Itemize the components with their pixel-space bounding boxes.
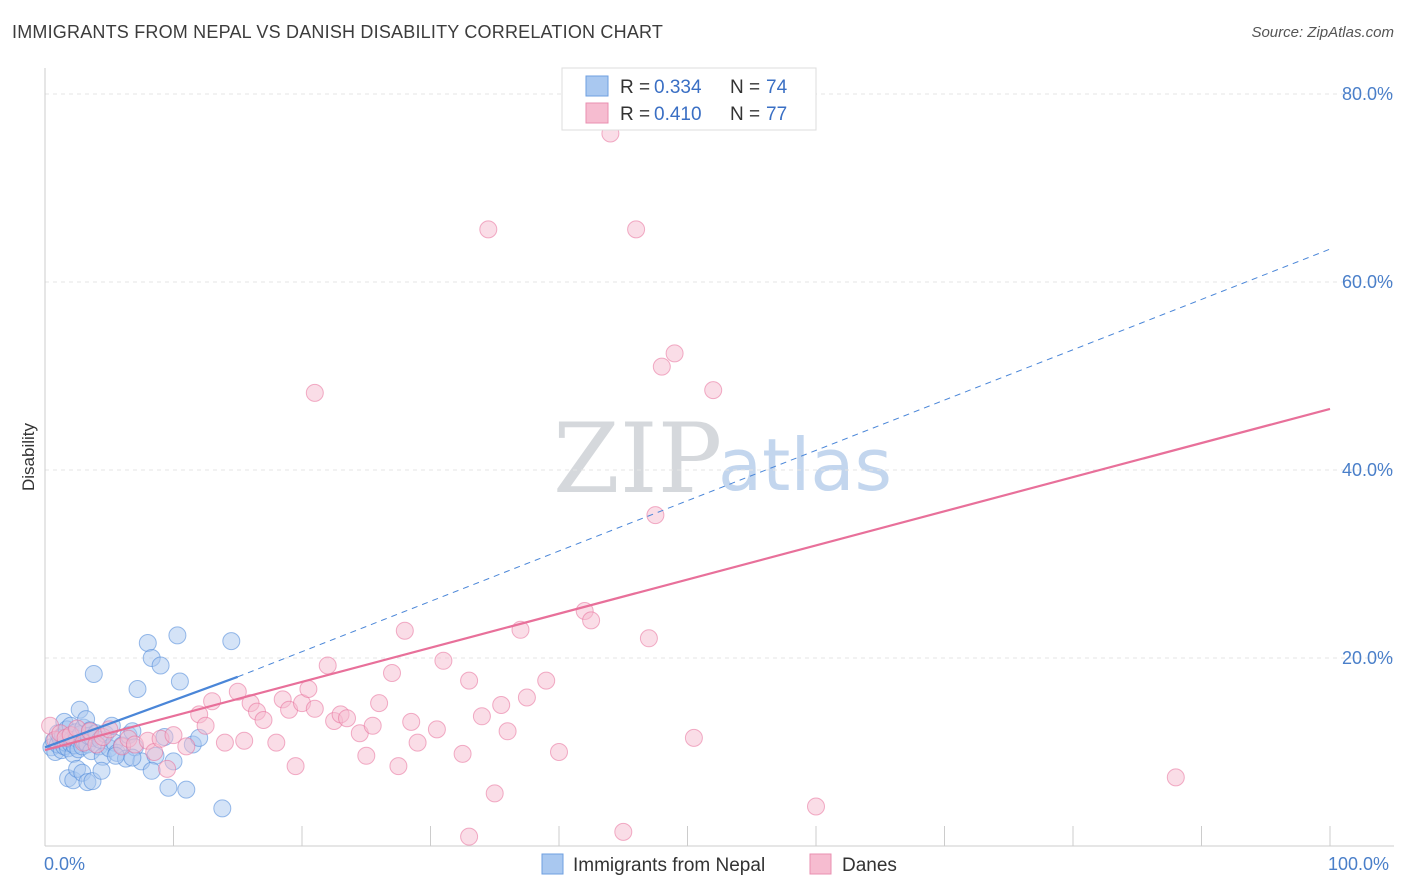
x-tick-label-max: 100.0% (1328, 854, 1389, 874)
correlation-legend: R = 0.334 N = 74 R = 0.410 N = 77 (561, 67, 817, 131)
point-danes-35 (305, 699, 324, 718)
point-nepal-50 (138, 634, 157, 652)
point-danes-41 (357, 746, 376, 765)
x-axis-ticks (44, 826, 1331, 846)
point-danes-58 (517, 688, 536, 707)
trend-line-nepal (44, 675, 239, 749)
point-danes-54 (485, 784, 504, 803)
point-danes-50 (434, 651, 453, 670)
point-danes-28 (254, 711, 273, 729)
point-danes-32 (286, 757, 305, 776)
legend-r-label-danes: R = (620, 104, 650, 125)
legend-swatch-nepal (585, 75, 609, 97)
point-danes-74 (807, 797, 825, 816)
point-danes-24 (228, 682, 247, 701)
point-danes-75 (460, 827, 479, 846)
point-danes-70 (684, 728, 703, 747)
point-danes-46 (395, 621, 414, 640)
point-danes-65 (627, 220, 646, 239)
legend-r-label-nepal: R = (620, 77, 650, 98)
point-danes-19 (177, 737, 196, 756)
legend-swatch-danes (585, 102, 609, 124)
point-nepal-59 (177, 780, 196, 799)
legend-r-value-nepal: 0.334 (654, 77, 702, 98)
point-danes-42 (363, 716, 382, 735)
point-danes-51 (453, 744, 472, 763)
point-danes-68 (652, 357, 671, 376)
point-nepal-68 (92, 761, 111, 780)
source-label: Source: ZipAtlas.com (1251, 24, 1394, 41)
point-nepal-33 (84, 665, 103, 683)
point-danes-59 (537, 671, 556, 690)
point-danes-21 (196, 716, 215, 735)
legend-n-value-nepal: 74 (766, 77, 788, 98)
chart-title: IMMIGRANTS FROM NEPAL VS DANISH DISABILI… (12, 22, 664, 42)
point-danes-43 (370, 694, 389, 713)
bottom-legend-swatch-nepal (541, 853, 564, 875)
point-danes-73 (704, 381, 723, 400)
point-danes-53 (472, 707, 491, 726)
y-axis-title: Disability (19, 422, 38, 491)
point-nepal-72 (213, 799, 232, 818)
legend-n-label-nepal: N = (730, 77, 760, 98)
point-danes-17 (158, 759, 177, 778)
point-danes-45 (389, 757, 408, 776)
point-danes-29 (267, 733, 286, 752)
legend-r-value-danes: 0.410 (654, 104, 702, 125)
bottom-legend-label-danes: Danes (842, 855, 897, 876)
x-tick-label-min: 0.0% (44, 854, 85, 874)
y-tick-label-40: 40.0% (1342, 460, 1393, 480)
point-danes-66 (639, 629, 658, 648)
axes (44, 68, 1394, 847)
watermark-zip: ZIP (553, 403, 722, 515)
point-danes-39 (338, 709, 356, 728)
trend-extension-nepal (237, 248, 1331, 678)
point-danes-60 (550, 743, 568, 761)
point-danes-34 (299, 680, 318, 698)
point-danes-72 (479, 220, 498, 239)
point-danes-47 (402, 712, 421, 731)
y-tick-label-60: 60.0% (1342, 272, 1393, 292)
legend-n-value-danes: 77 (766, 104, 787, 125)
point-danes-23 (215, 733, 234, 752)
point-nepal-58 (170, 672, 189, 691)
y-tick-label-20: 20.0% (1342, 648, 1393, 668)
point-danes-76 (1166, 768, 1185, 787)
y-axis-tick-labels: 20.0% 40.0% 60.0% 80.0% (1342, 84, 1393, 668)
point-danes-71 (305, 383, 324, 402)
y-tick-label-80: 80.0% (1342, 84, 1393, 104)
point-danes-67 (646, 506, 665, 525)
point-danes-64 (614, 822, 633, 841)
point-danes-18 (164, 726, 183, 745)
point-danes-36 (318, 656, 337, 675)
point-danes-62 (582, 611, 601, 630)
point-danes-49 (427, 720, 446, 739)
point-nepal-71 (142, 761, 161, 780)
point-danes-48 (408, 733, 427, 752)
series-legend: Immigrants from Nepal Danes (541, 853, 897, 876)
point-nepal-57 (168, 626, 187, 645)
point-danes-44 (383, 664, 401, 682)
watermark-atlas: atlas (718, 423, 892, 507)
legend-n-label-danes: N = (730, 104, 760, 125)
point-nepal-73 (222, 632, 241, 651)
bottom-legend-label-nepal: Immigrants from Nepal (573, 855, 765, 876)
bottom-legend-swatch-danes (809, 853, 832, 875)
trend-lines (44, 248, 1331, 752)
point-nepal-53 (151, 656, 170, 675)
point-nepal-48 (128, 680, 147, 698)
point-nepal-55 (159, 778, 178, 797)
point-danes-56 (498, 722, 517, 741)
gridlines (45, 93, 1394, 659)
point-danes-55 (492, 696, 511, 714)
point-danes-69 (665, 344, 684, 363)
trend-line-danes (44, 407, 1331, 752)
point-danes-52 (460, 671, 479, 690)
point-danes-25 (235, 731, 254, 750)
